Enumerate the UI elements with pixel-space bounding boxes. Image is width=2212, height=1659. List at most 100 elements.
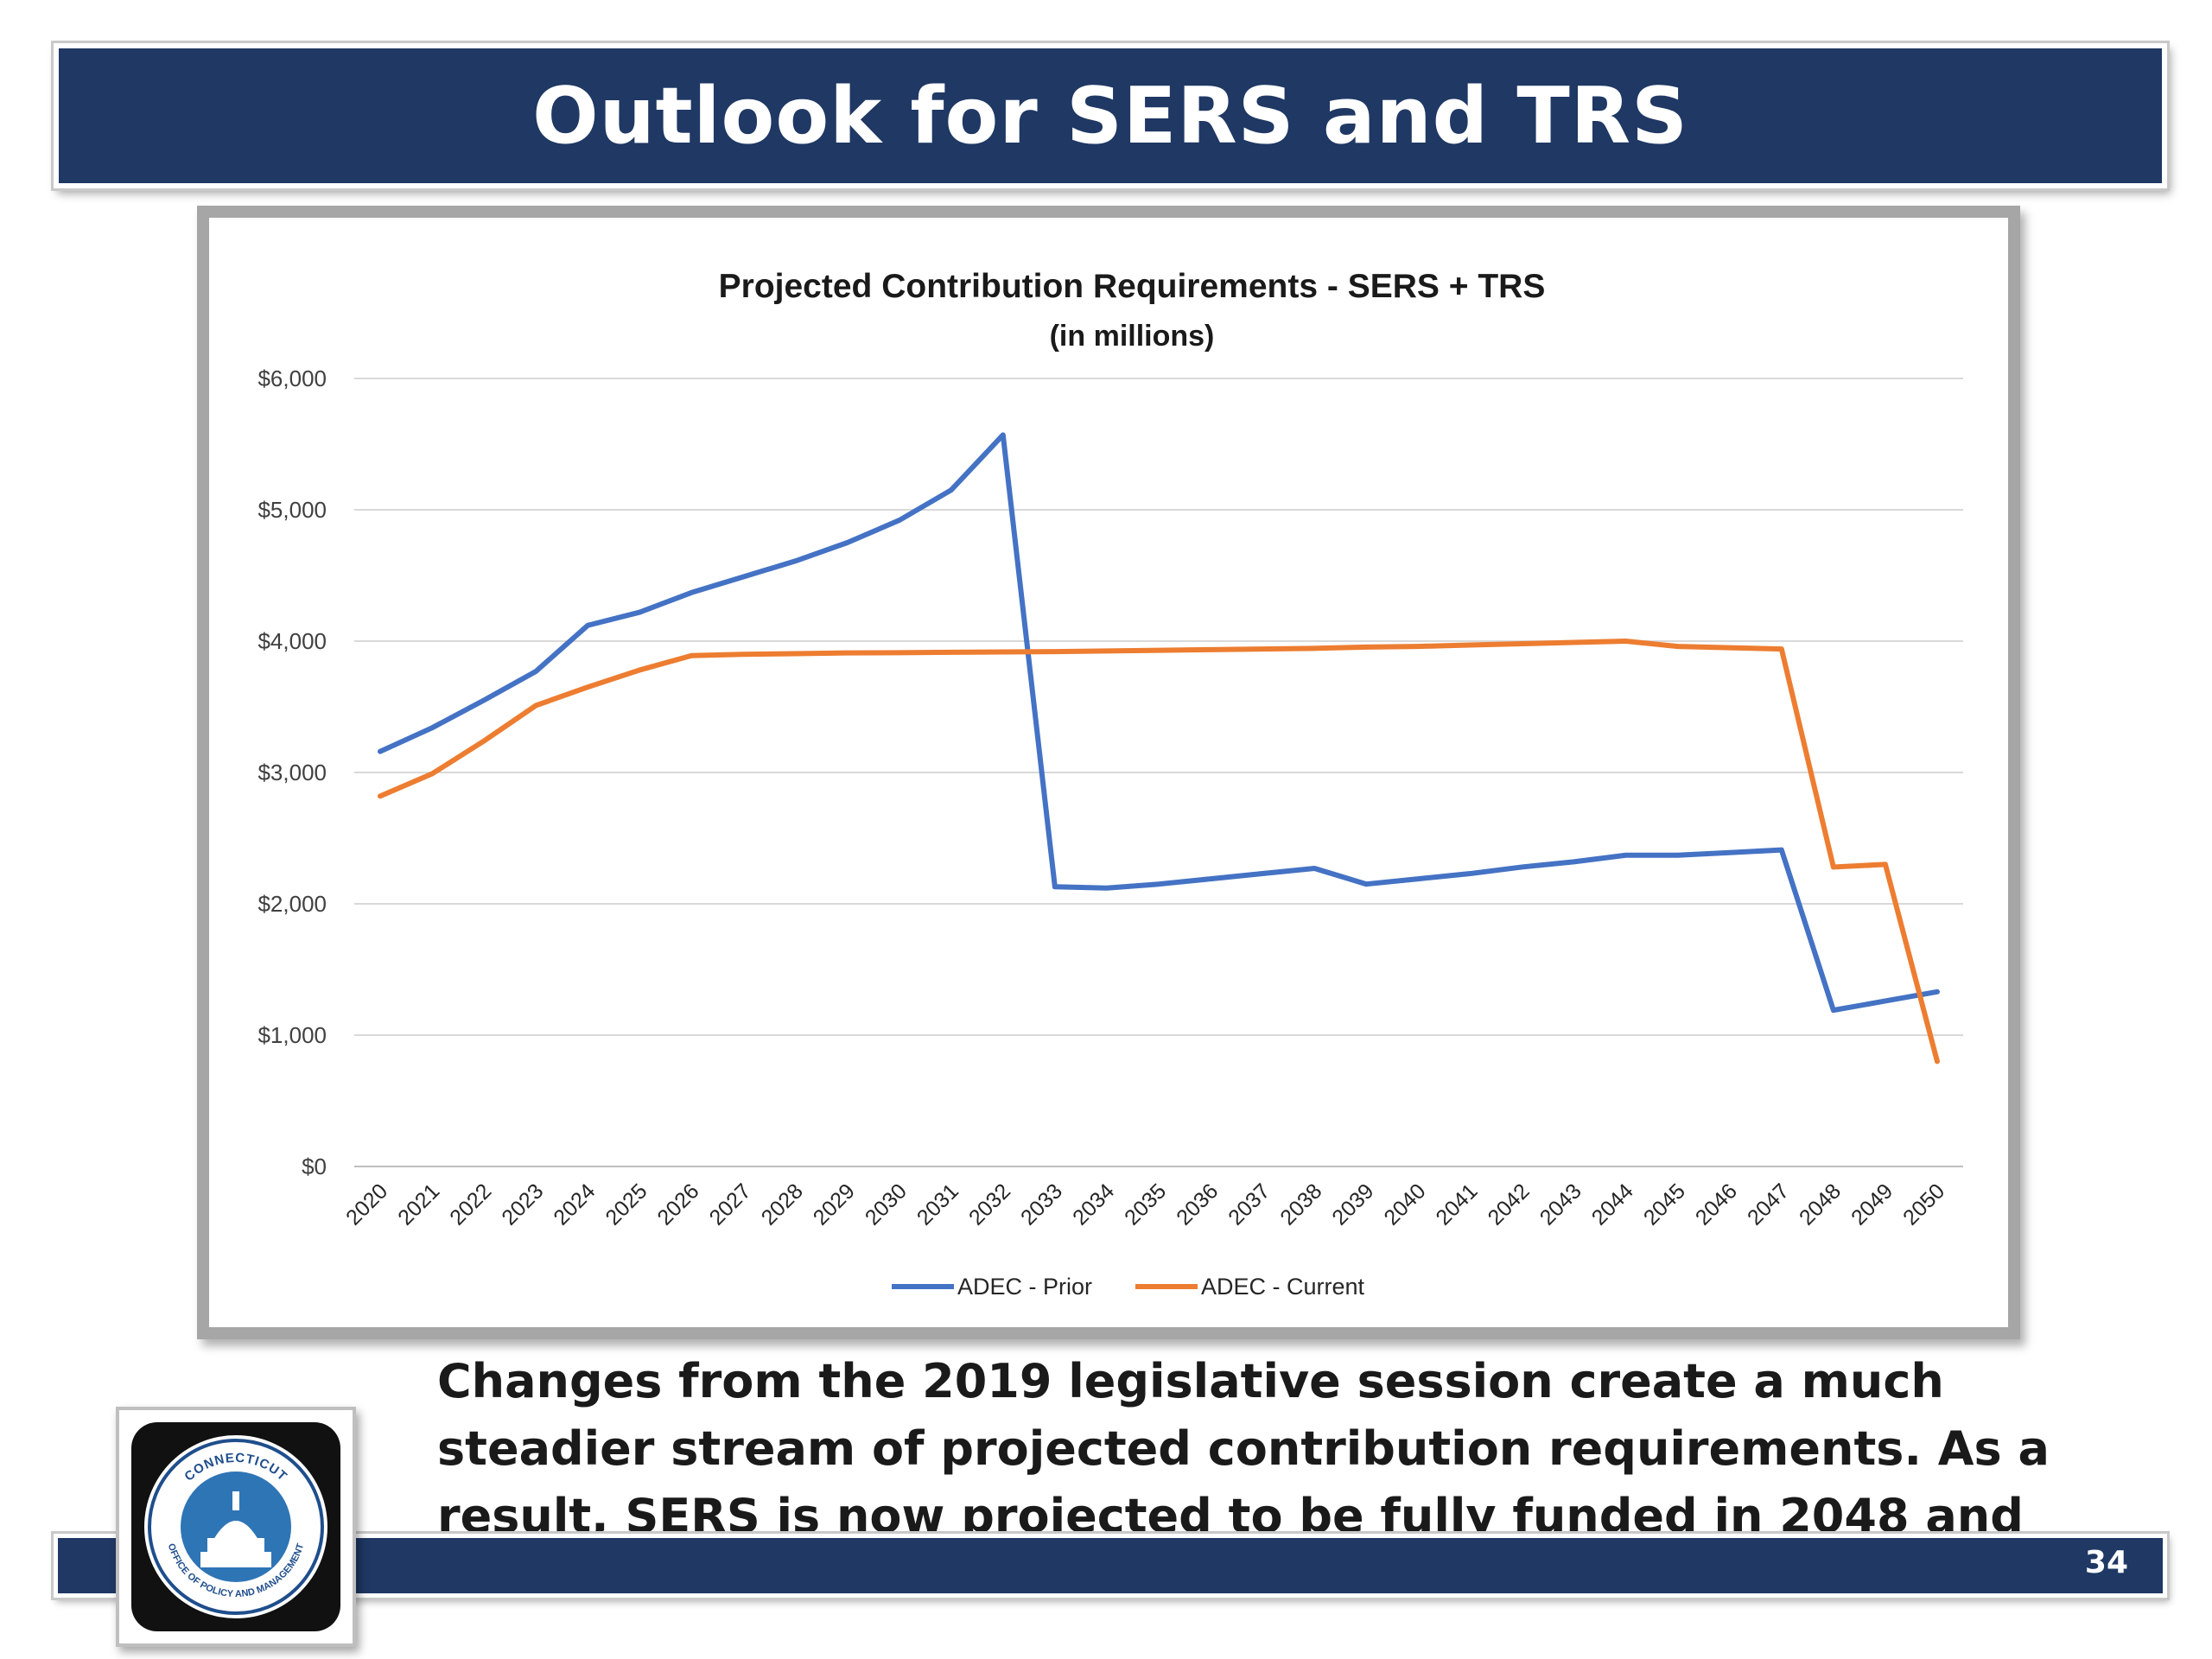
data-point — [482, 698, 486, 702]
data-point — [1676, 645, 1680, 648]
line-chart: Projected Contribution Requirements - SE… — [257, 268, 1963, 1300]
data-point — [741, 652, 745, 656]
data-point — [482, 740, 486, 743]
data-point — [690, 591, 693, 594]
y-tick-label: $2,000 — [257, 891, 327, 917]
y-tick-label: $0 — [302, 1154, 327, 1179]
x-tick-label: 2021 — [393, 1179, 444, 1230]
data-point — [1468, 644, 1471, 647]
data-point — [1936, 990, 1939, 994]
x-tick-label: 2038 — [1275, 1179, 1326, 1230]
x-tick-label: 2050 — [1898, 1179, 1949, 1230]
x-tick-label: 2023 — [497, 1179, 548, 1230]
x-axis-ticks: 2020 2021 2022 2023 2024 2025 2026 2027 2028 2029… — [341, 1179, 1949, 1230]
data-point — [1832, 1008, 1835, 1012]
data-point — [1105, 649, 1109, 652]
data-point — [1001, 433, 1005, 436]
data-point — [586, 624, 589, 627]
series-line-adec-current — [378, 639, 1940, 1065]
x-tick-label: 2039 — [1327, 1179, 1378, 1230]
series-line-adec-prior — [378, 432, 1940, 1014]
y-tick-label: $5,000 — [257, 497, 327, 523]
x-tick-label: 2047 — [1743, 1179, 1794, 1230]
logo-badge: CONNECTICUT OFFICE OF POLICY AND MANAGEM… — [131, 1422, 340, 1631]
data-point — [1105, 887, 1109, 890]
x-tick-label: 2037 — [1224, 1179, 1274, 1230]
x-tick-label: 2046 — [1691, 1179, 1742, 1230]
data-point — [1520, 642, 1523, 645]
data-point — [690, 654, 693, 658]
data-point — [1573, 641, 1576, 645]
data-point — [1884, 862, 1887, 866]
data-point — [1416, 645, 1420, 648]
data-point — [1416, 877, 1420, 880]
x-tick-label: 2020 — [341, 1179, 392, 1230]
x-tick-label: 2041 — [1432, 1179, 1483, 1230]
chart-frame: Projected Contribution Requirements - SE… — [197, 206, 2020, 1339]
page-number: 34 — [2084, 1545, 2128, 1580]
data-point — [1780, 647, 1783, 651]
data-point — [1728, 646, 1732, 650]
x-tick-label: 2022 — [445, 1179, 496, 1230]
x-tick-label: 2024 — [549, 1179, 600, 1230]
data-point — [846, 541, 849, 544]
data-point — [1780, 849, 1783, 852]
data-point — [898, 651, 901, 654]
data-point — [1053, 650, 1057, 653]
data-point — [378, 794, 382, 798]
slide-title: Outlook for SERS and TRS — [532, 70, 1688, 162]
x-tick-label: 2029 — [809, 1179, 860, 1230]
x-tick-label: 2042 — [1484, 1179, 1535, 1230]
data-point — [1728, 851, 1732, 855]
gridlines — [354, 378, 1963, 1167]
data-point — [950, 488, 953, 492]
data-point — [1313, 867, 1316, 870]
data-point — [1624, 639, 1628, 643]
data-point — [1520, 865, 1523, 868]
x-tick-label: 2027 — [705, 1179, 756, 1230]
data-point — [1624, 854, 1628, 857]
x-tick-label: 2044 — [1587, 1179, 1638, 1230]
data-point — [1209, 648, 1212, 652]
y-tick-label: $6,000 — [257, 365, 327, 391]
x-tick-label: 2043 — [1535, 1179, 1586, 1230]
x-tick-label: 2049 — [1847, 1179, 1897, 1230]
data-point — [638, 668, 641, 671]
data-point — [741, 575, 745, 579]
x-tick-label: 2034 — [1068, 1179, 1119, 1230]
data-point — [950, 651, 953, 654]
data-point — [846, 652, 849, 655]
data-point — [1364, 882, 1368, 886]
x-tick-label: 2036 — [1172, 1179, 1223, 1230]
x-tick-label: 2040 — [1379, 1179, 1430, 1230]
y-tick-label: $3,000 — [257, 760, 327, 785]
slide-caption: Changes from the 2019 legislative sessio… — [437, 1354, 2050, 1611]
data-point — [1313, 646, 1316, 650]
data-point — [794, 559, 798, 563]
x-tick-label: 2026 — [653, 1179, 704, 1230]
seal-icon: CONNECTICUT OFFICE OF POLICY AND MANAGEM… — [144, 1435, 327, 1618]
data-point — [430, 772, 434, 776]
title-banner: Outlook for SERS and TRS — [54, 43, 2167, 188]
x-tick-label: 2045 — [1639, 1179, 1690, 1230]
logo: CONNECTICUT OFFICE OF POLICY AND MANAGEM… — [116, 1407, 356, 1647]
data-point — [794, 652, 798, 655]
data-point — [1001, 650, 1005, 653]
data-point — [1468, 872, 1471, 875]
x-tick-label: 2033 — [1016, 1179, 1067, 1230]
data-point — [638, 611, 641, 614]
data-point — [1157, 649, 1160, 652]
data-point — [534, 703, 537, 707]
data-point — [1209, 877, 1212, 880]
data-point — [1261, 647, 1264, 651]
data-point — [1832, 865, 1835, 868]
data-point — [1676, 854, 1680, 857]
data-point — [1573, 860, 1576, 863]
x-tick-label: 2030 — [861, 1179, 912, 1230]
y-tick-label: $1,000 — [257, 1022, 327, 1048]
x-tick-label: 2032 — [964, 1179, 1015, 1230]
data-point — [898, 518, 901, 522]
x-tick-label: 2028 — [757, 1179, 808, 1230]
data-point — [378, 750, 382, 753]
x-tick-label: 2048 — [1795, 1179, 1846, 1230]
